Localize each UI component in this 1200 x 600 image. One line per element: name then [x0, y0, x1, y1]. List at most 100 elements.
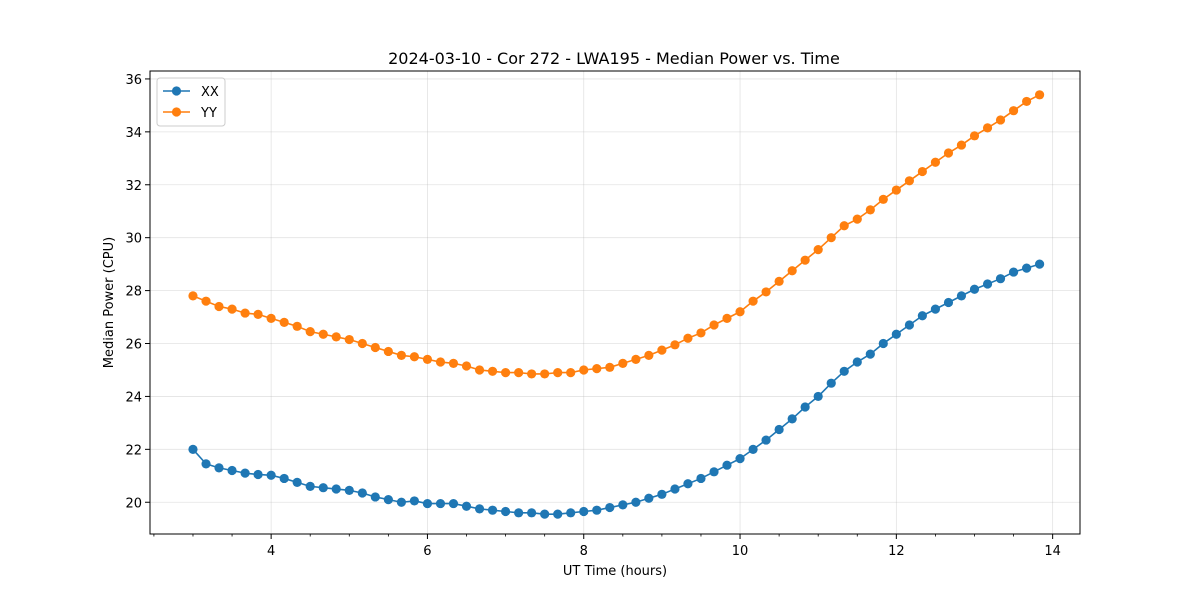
y-tick-label: 36 — [125, 73, 142, 88]
data-point-xx — [305, 481, 315, 491]
data-point-yy — [474, 365, 485, 375]
data-point-yy — [956, 140, 967, 150]
data-point-yy — [527, 369, 537, 379]
x-tick-label: 4 — [267, 544, 275, 559]
data-point-xx — [644, 493, 654, 503]
data-point-xx — [813, 391, 823, 402]
data-point-yy — [331, 332, 341, 342]
legend-label: XX — [201, 85, 219, 100]
data-point-xx — [956, 291, 967, 301]
data-point-yy — [800, 255, 810, 265]
data-point-xx — [904, 320, 915, 330]
y-tick-label: 26 — [125, 338, 142, 353]
y-tick-label: 20 — [125, 496, 142, 511]
data-point-yy — [644, 350, 654, 361]
data-point-xx — [787, 414, 797, 424]
data-point-xx — [422, 498, 433, 509]
data-point-yy — [305, 327, 315, 337]
data-point-yy — [722, 313, 732, 323]
data-point-yy — [1035, 90, 1045, 100]
data-point-xx — [540, 509, 550, 519]
data-point-yy — [787, 266, 797, 276]
data-point-xx — [435, 498, 446, 509]
legend-marker — [171, 86, 182, 96]
data-point-xx — [344, 485, 354, 495]
data-point-yy — [227, 304, 237, 314]
data-point-xx — [253, 469, 263, 480]
data-point-yy — [188, 291, 198, 301]
x-tick-label: 14 — [1044, 544, 1061, 559]
legend: XX YY — [156, 77, 226, 127]
x-tick-label: 6 — [423, 544, 431, 559]
data-point-xx — [995, 274, 1006, 284]
data-point-xx — [800, 402, 810, 412]
data-point-yy — [865, 205, 875, 215]
data-point-yy — [761, 287, 771, 297]
data-point-yy — [709, 320, 719, 330]
data-point-yy — [930, 157, 941, 167]
data-point-xx — [670, 484, 680, 494]
legend-entry-xx: XX — [163, 85, 219, 100]
y-tick-label: 34 — [125, 126, 142, 141]
series-layer — [188, 90, 1045, 519]
data-point-yy — [383, 346, 393, 357]
data-point-xx — [930, 304, 941, 314]
data-point-xx — [474, 504, 485, 514]
data-point-xx — [969, 284, 980, 294]
data-point-yy — [500, 368, 511, 378]
series-xx — [188, 259, 1045, 519]
y-axis-label: Median Power (CPU) — [102, 237, 117, 368]
data-point-xx — [357, 488, 367, 498]
data-point-yy — [917, 166, 927, 177]
data-point-yy — [357, 338, 367, 349]
data-point-xx — [527, 508, 537, 518]
data-point-xx — [1022, 263, 1032, 273]
data-point-xx — [865, 349, 875, 359]
data-point-yy — [566, 368, 576, 378]
data-point-yy — [240, 308, 250, 318]
data-point-xx — [761, 435, 771, 445]
data-point-xx — [592, 505, 602, 515]
data-point-xx — [618, 500, 628, 510]
data-point-xx — [657, 489, 667, 499]
data-point-xx — [487, 505, 498, 515]
data-point-yy — [839, 221, 849, 231]
data-point-xx — [1035, 259, 1045, 269]
data-point-yy — [318, 329, 328, 339]
data-point-xx — [201, 459, 211, 469]
data-point-xx — [891, 329, 901, 339]
data-point-yy — [1022, 96, 1032, 107]
legend-entry-yy: YY — [163, 106, 217, 121]
data-point-yy — [422, 354, 433, 364]
data-point-xx — [409, 496, 419, 506]
data-point-yy — [683, 333, 693, 343]
series-yy — [188, 90, 1045, 379]
data-point-yy — [774, 276, 784, 286]
y-tick-label: 24 — [125, 390, 142, 405]
data-point-yy — [631, 354, 641, 364]
data-point-xx — [631, 497, 641, 507]
data-point-yy — [852, 214, 862, 224]
y-tick-label: 22 — [125, 443, 142, 458]
data-point-yy — [1008, 106, 1019, 116]
data-point-yy — [214, 301, 224, 312]
data-point-xx — [266, 470, 276, 480]
legend-marker — [171, 107, 182, 117]
data-point-xx — [735, 454, 745, 464]
data-point-yy — [904, 176, 915, 186]
data-point-yy — [540, 369, 550, 379]
data-point-xx — [579, 506, 589, 517]
data-point-xx — [383, 495, 393, 505]
data-point-xx — [696, 473, 706, 484]
data-point-yy — [605, 362, 615, 372]
data-point-yy — [735, 307, 745, 317]
data-point-xx — [722, 460, 732, 470]
data-point-xx — [943, 297, 954, 308]
data-point-yy — [813, 244, 823, 255]
data-point-xx — [240, 468, 250, 478]
data-point-xx — [279, 473, 289, 484]
data-point-yy — [826, 233, 836, 243]
plot-frame — [149, 70, 1081, 535]
x-axis-label: UT Time (hours) — [563, 564, 667, 579]
data-point-yy — [995, 115, 1006, 125]
